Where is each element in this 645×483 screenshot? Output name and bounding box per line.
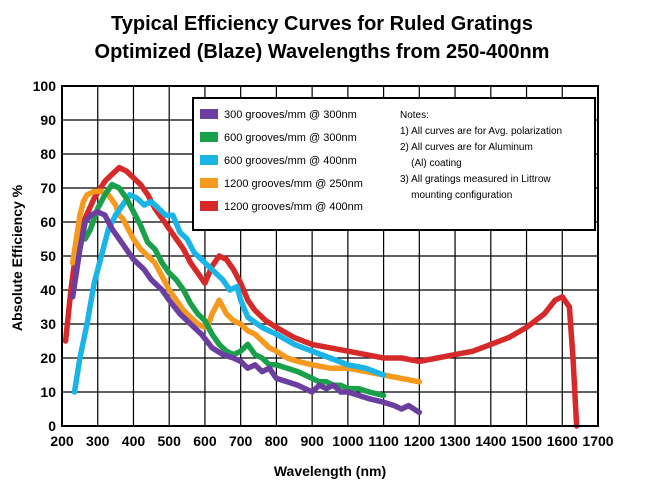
legend-label: 600 grooves/mm @ 400nm (224, 155, 357, 167)
y-tick-label: 100 (33, 78, 57, 94)
legend-note: (Al) coating (400, 158, 462, 169)
x-tick-label: 800 (265, 433, 289, 449)
x-tick-label: 300 (86, 433, 110, 449)
series-layer (62, 164, 580, 429)
x-tick-label: 500 (158, 433, 182, 449)
y-tick-label: 40 (40, 282, 56, 298)
series-line-2 (82, 181, 387, 399)
legend-note: 3) All gratings measured in Littrow (400, 174, 551, 185)
x-tick-label: 600 (193, 433, 217, 449)
x-tick-label: 200 (50, 433, 74, 449)
legend-box (192, 97, 596, 231)
x-tick-label: 1100 (368, 433, 399, 449)
y-tick-label: 20 (40, 350, 56, 366)
legend-swatch (200, 201, 218, 211)
x-tick-label: 1000 (332, 433, 363, 449)
legend-note: mounting configuration (400, 190, 512, 201)
y-tick-label: 10 (40, 384, 56, 400)
x-tick-label: 1600 (547, 433, 578, 449)
tick-labels: 200 300 400 500 600 700 800 900 1000 1100 1200 1300… (33, 78, 614, 449)
legend-swatch (200, 109, 218, 119)
legend-label: 300 grooves/mm @ 300nm (224, 109, 357, 121)
y-tick-label: 60 (40, 214, 56, 230)
legend-note: Notes: (400, 110, 429, 121)
y-axis-label: Absolute Efficiency % (9, 184, 25, 331)
legend-swatch (200, 155, 218, 165)
x-tick-label: 1400 (475, 433, 506, 449)
y-tick-label: 80 (40, 146, 56, 162)
x-tick-label: 1700 (582, 433, 613, 449)
y-tick-label: 30 (40, 316, 56, 332)
y-tick-label: 0 (48, 418, 56, 434)
x-tick-label: 1200 (404, 433, 435, 449)
legend: 300 grooves/mm @ 300nm 600 grooves/mm @ 3… (192, 97, 596, 231)
plot-frame (61, 85, 599, 427)
legend-label: 1200 grooves/mm @ 250nm (224, 178, 363, 190)
series-line-5 (62, 164, 580, 429)
y-tick-label: 50 (40, 248, 56, 264)
series-line-4 (69, 188, 423, 385)
legend-note: 1) All curves are for Avg. polarization (400, 126, 562, 137)
x-tick-label: 1300 (439, 433, 470, 449)
x-tick-label: 700 (229, 433, 253, 449)
legend-label: 600 grooves/mm @ 300nm (224, 132, 357, 144)
x-tick-label: 1500 (511, 433, 542, 449)
chart-title-line-1: Typical Efficiency Curves for Ruled Grat… (111, 13, 533, 35)
y-tick-label: 90 (40, 112, 56, 128)
x-tick-label: 900 (300, 433, 324, 449)
x-axis-label: Wavelength (nm) (274, 463, 386, 479)
series-line-1 (69, 209, 423, 416)
legend-label: 1200 grooves/mm @ 400nm (224, 201, 363, 213)
legend-note: 2) All curves are for Aluminum (400, 142, 533, 153)
legend-swatch (200, 178, 218, 188)
x-tick-label: 400 (122, 433, 146, 449)
chart-title-line-2: Optimized (Blaze) Wavelengths from 250-4… (95, 41, 550, 63)
y-tick-label: 70 (40, 180, 56, 196)
legend-swatch (200, 132, 218, 142)
series-line-3 (71, 192, 387, 395)
